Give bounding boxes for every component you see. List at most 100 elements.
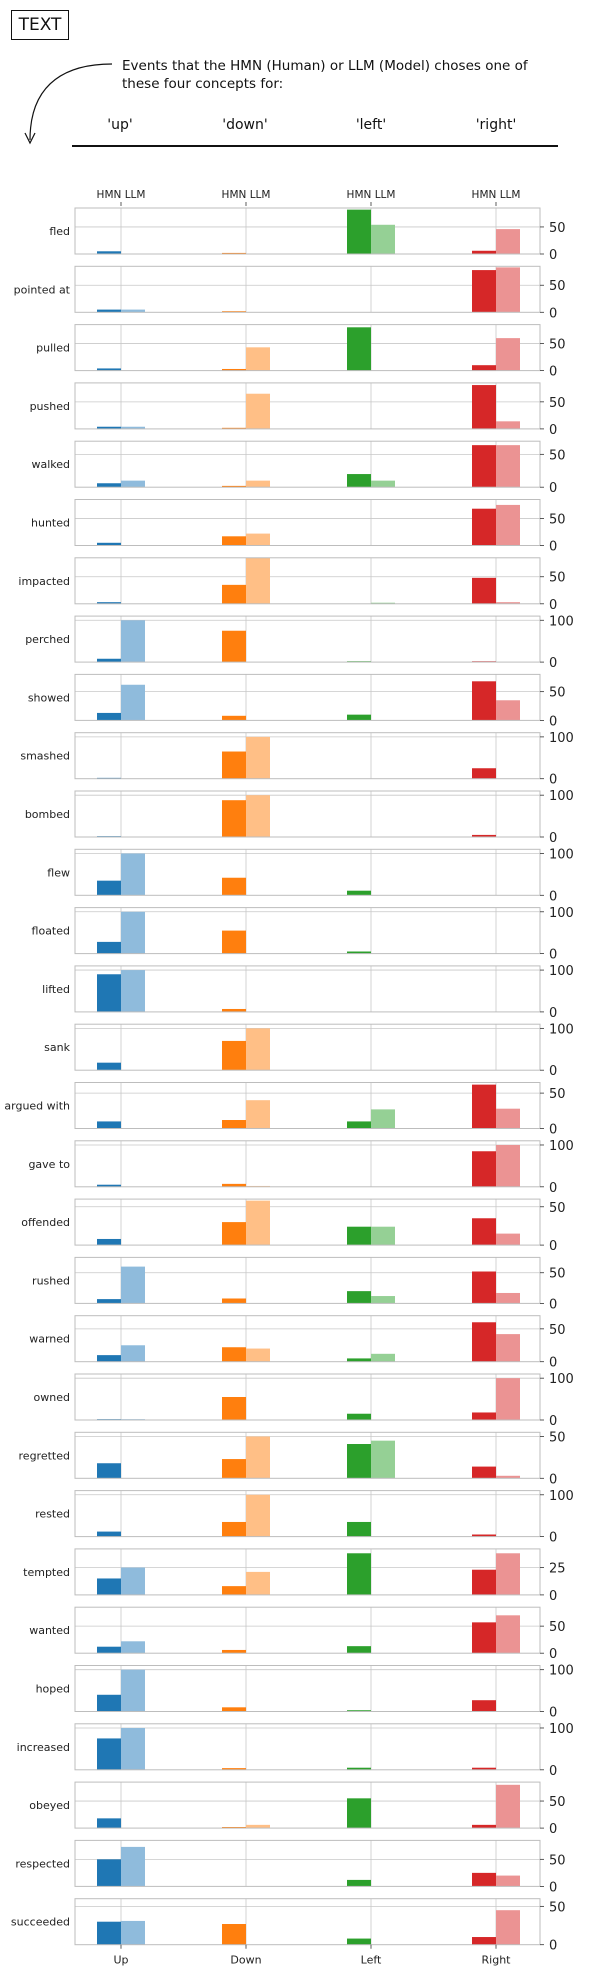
ytick-label-pushed-50: 50 <box>549 396 566 411</box>
ytick-label-rushed-0: 0 <box>549 1297 557 1312</box>
axes-frame-hunted <box>75 500 540 546</box>
bar-argued-with-right-hmn <box>472 1085 496 1129</box>
axes-frame-fled <box>75 208 540 254</box>
bar-warned-left-llm <box>371 1354 395 1362</box>
ytick-label-smashed-100: 100 <box>549 731 574 746</box>
ytick-label-lifted-0: 0 <box>549 1006 557 1021</box>
ytick-label-bombed-100: 100 <box>549 789 574 804</box>
axes-frame-pulled <box>75 325 540 371</box>
bar-argued-with-right-llm <box>496 1109 520 1129</box>
bar-walked-left-llm <box>371 481 395 488</box>
bar-gave-to-right-llm <box>496 1145 520 1187</box>
ytick-label-argued-with-0: 0 <box>549 1123 557 1138</box>
axes-frame-pushed <box>75 383 540 429</box>
row-label-wanted: wanted <box>29 1624 70 1637</box>
ytick-label-owned-100: 100 <box>549 1372 574 1387</box>
axes-frame-owned <box>75 1374 540 1420</box>
bar-warned-up-hmn <box>97 1355 121 1362</box>
ytick-label-impacted-50: 50 <box>549 571 566 586</box>
bar-succeeded-down-hmn <box>222 1924 246 1945</box>
bar-smashed-down-hmn <box>222 752 246 779</box>
bar-respected-up-hmn <box>97 1859 121 1886</box>
top-tick-label-up: HMN LLM <box>97 189 146 201</box>
row-label-gave-to: gave to <box>28 1158 70 1171</box>
bar-showed-up-hmn <box>97 713 121 720</box>
bar-respected-up-llm <box>121 1847 145 1887</box>
ytick-label-warned-0: 0 <box>549 1356 557 1371</box>
bar-rushed-left-hmn <box>347 1291 371 1303</box>
ytick-label-showed-50: 50 <box>549 686 566 701</box>
bar-rested-left-hmn <box>347 1522 371 1537</box>
bar-showed-left-hmn <box>347 715 371 721</box>
ytick-label-increased-100: 100 <box>549 1722 574 1737</box>
bar-respected-right-hmn <box>472 1873 496 1887</box>
row-label-rushed: rushed <box>32 1274 70 1287</box>
row-label-sank: sank <box>44 1041 70 1054</box>
bar-rushed-right-llm <box>496 1293 520 1303</box>
bar-fled-left-hmn <box>347 210 371 254</box>
bar-walked-down-llm <box>246 481 270 488</box>
bar-pushed-right-hmn <box>472 385 496 429</box>
bar-owned-left-hmn <box>347 1414 371 1420</box>
bar-increased-up-llm <box>121 1728 145 1770</box>
ytick-label-hunted-50: 50 <box>549 512 566 527</box>
row-label-floated: floated <box>32 925 70 938</box>
bar-wanted-left-hmn <box>347 1646 371 1653</box>
row-label-lifted: lifted <box>42 983 70 996</box>
ytick-label-owned-0: 0 <box>549 1414 557 1429</box>
bar-hunted-right-hmn <box>472 509 496 546</box>
ytick-label-respected-50: 50 <box>549 1853 566 1868</box>
axes-frame-bombed <box>75 791 540 837</box>
bar-wanted-up-llm <box>121 1641 145 1653</box>
bar-showed-up-llm <box>121 685 145 721</box>
ytick-label-impacted-0: 0 <box>549 598 557 613</box>
bar-regretted-left-hmn <box>347 1444 371 1478</box>
bar-floated-down-hmn <box>222 931 246 954</box>
bar-tempted-left-hmn <box>347 1553 371 1595</box>
category-label-left: Left <box>361 1954 382 1967</box>
bar-succeeded-up-hmn <box>97 1922 121 1945</box>
ytick-label-hunted-0: 0 <box>549 540 557 555</box>
bar-respected-left-hmn <box>347 1880 371 1886</box>
bar-walked-left-hmn <box>347 474 371 487</box>
bar-rested-down-hmn <box>222 1522 246 1537</box>
ytick-label-gave-to-0: 0 <box>549 1181 557 1196</box>
bar-regretted-up-hmn <box>97 1463 121 1478</box>
row-label-argued-with: argued with <box>4 1100 70 1113</box>
ytick-label-sank-0: 0 <box>549 1064 557 1079</box>
bar-offended-left-hmn <box>347 1227 371 1245</box>
bar-rested-down-llm <box>246 1495 270 1537</box>
top-tick-label-left: HMN LLM <box>347 189 396 201</box>
bar-pointed-at-right-hmn <box>472 270 496 312</box>
ytick-label-walked-50: 50 <box>549 448 566 463</box>
bar-pulled-right-hmn <box>472 365 496 370</box>
ytick-label-floated-100: 100 <box>549 906 574 921</box>
bar-wanted-right-hmn <box>472 1622 496 1653</box>
axes-frame-argued-with <box>75 1083 540 1129</box>
bar-wanted-right-llm <box>496 1615 520 1653</box>
row-label-increased: increased <box>17 1741 70 1754</box>
ytick-label-wanted-0: 0 <box>549 1647 557 1662</box>
category-label-up: Up <box>113 1954 128 1967</box>
ytick-label-gave-to-100: 100 <box>549 1139 574 1154</box>
bar-offended-left-llm <box>371 1227 395 1245</box>
bar-offended-down-llm <box>246 1201 270 1245</box>
bar-succeeded-right-llm <box>496 1910 520 1945</box>
row-label-smashed: smashed <box>20 750 70 763</box>
bar-pushed-down-llm <box>246 394 270 429</box>
bar-pulled-down-llm <box>246 347 270 370</box>
bar-argued-with-down-hmn <box>222 1120 246 1128</box>
bar-argued-with-up-hmn <box>97 1121 121 1128</box>
bar-lifted-up-llm <box>121 970 145 1012</box>
bar-regretted-down-llm <box>246 1436 270 1478</box>
ytick-label-obeyed-0: 0 <box>549 1822 557 1837</box>
bar-floated-up-llm <box>121 912 145 954</box>
bar-gave-to-right-hmn <box>472 1151 496 1187</box>
bar-perched-down-hmn <box>222 631 246 662</box>
row-label-respected: respected <box>15 1857 70 1870</box>
ytick-label-rested-0: 0 <box>549 1531 557 1546</box>
bar-smashed-down-llm <box>246 737 270 779</box>
bar-regretted-down-hmn <box>222 1459 246 1478</box>
ytick-label-tempted-0: 0 <box>549 1589 557 1604</box>
axes-frame-sank <box>75 1024 540 1070</box>
